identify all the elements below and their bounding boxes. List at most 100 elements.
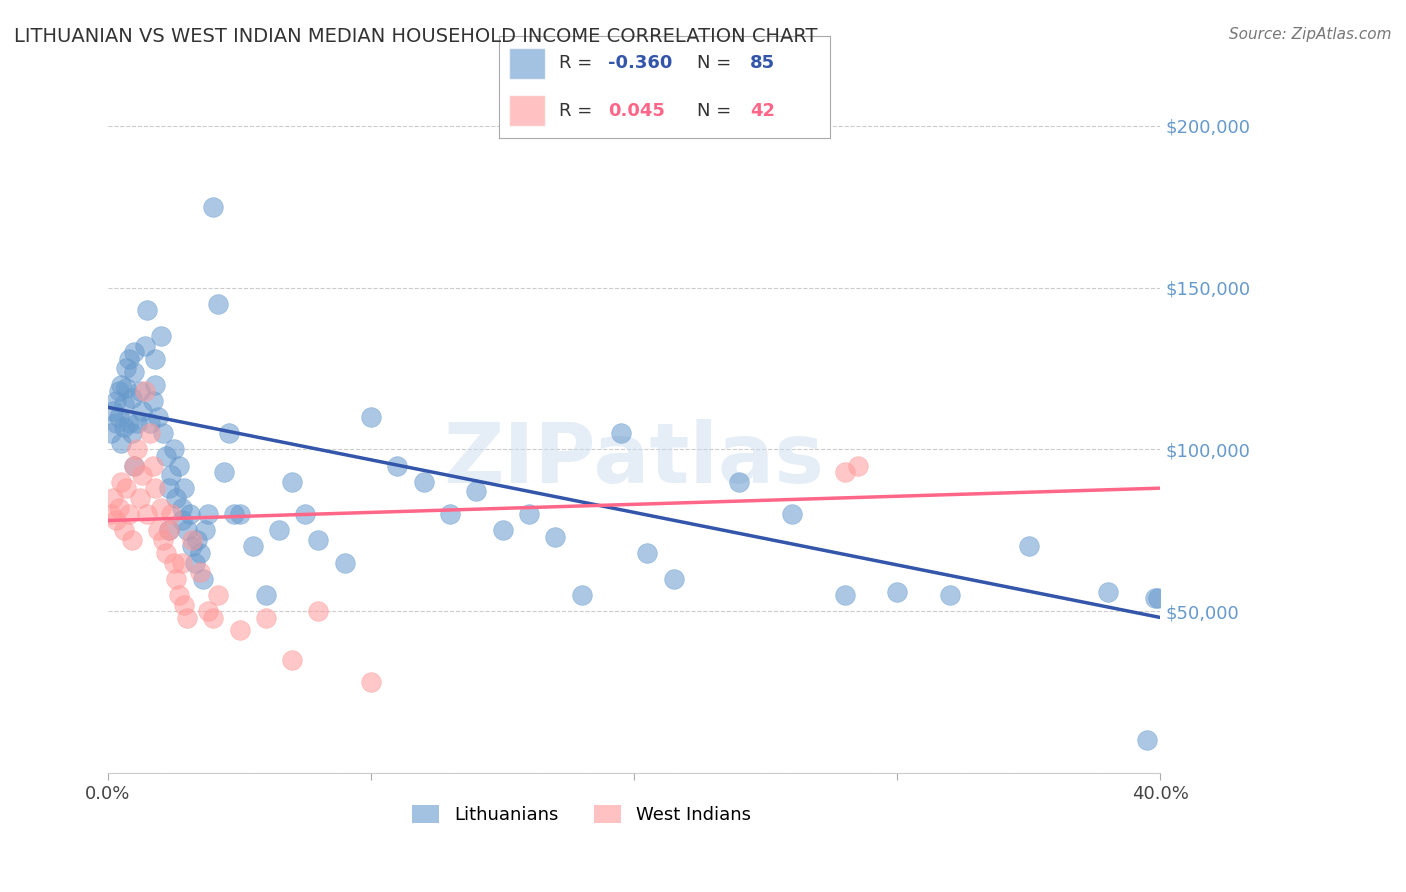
- Lithuanians: [188, 546, 211, 560]
- FancyBboxPatch shape: [509, 95, 546, 126]
- West Indians: [157, 523, 180, 537]
- West Indians: [118, 507, 141, 521]
- Lithuanians: [160, 468, 183, 483]
- West Indians: [176, 610, 198, 624]
- Lithuanians: [104, 417, 127, 431]
- Lithuanians: [544, 530, 567, 544]
- Lithuanians: [124, 345, 146, 359]
- Lithuanians: [780, 507, 803, 521]
- Lithuanians: [121, 391, 143, 405]
- Lithuanians: [110, 377, 132, 392]
- Lithuanians: [1144, 591, 1167, 606]
- West Indians: [125, 442, 148, 457]
- Lithuanians: [167, 458, 190, 473]
- West Indians: [143, 481, 166, 495]
- West Indians: [107, 500, 129, 515]
- Lithuanians: [103, 403, 125, 417]
- West Indians: [146, 523, 169, 537]
- West Indians: [121, 533, 143, 547]
- West Indians: [149, 500, 172, 515]
- Lithuanians: [115, 361, 138, 376]
- West Indians: [173, 598, 195, 612]
- Lithuanians: [308, 533, 330, 547]
- Text: 0.045: 0.045: [609, 102, 665, 120]
- Lithuanians: [1146, 591, 1168, 606]
- Lithuanians: [228, 507, 250, 521]
- Lithuanians: [186, 533, 208, 547]
- Lithuanians: [571, 588, 593, 602]
- Lithuanians: [333, 556, 356, 570]
- Lithuanians: [170, 514, 193, 528]
- Lithuanians: [197, 507, 219, 521]
- Lithuanians: [636, 546, 658, 560]
- Lithuanians: [728, 475, 751, 489]
- West Indians: [228, 624, 250, 638]
- Lithuanians: [202, 200, 225, 214]
- Text: -0.360: -0.360: [609, 54, 672, 72]
- Lithuanians: [834, 588, 856, 602]
- West Indians: [136, 507, 159, 521]
- Lithuanians: [157, 523, 180, 537]
- West Indians: [104, 514, 127, 528]
- West Indians: [834, 465, 856, 479]
- Lithuanians: [886, 584, 908, 599]
- Lithuanians: [1097, 584, 1119, 599]
- Text: 85: 85: [751, 54, 775, 72]
- West Indians: [254, 610, 277, 624]
- West Indians: [207, 588, 229, 602]
- Lithuanians: [110, 436, 132, 450]
- Lithuanians: [179, 507, 201, 521]
- Lithuanians: [218, 426, 240, 441]
- Legend: Lithuanians, West Indians: Lithuanians, West Indians: [404, 796, 759, 833]
- Text: 42: 42: [751, 102, 775, 120]
- Lithuanians: [104, 393, 127, 408]
- West Indians: [155, 546, 177, 560]
- West Indians: [152, 533, 174, 547]
- Lithuanians: [128, 384, 150, 398]
- West Indians: [181, 533, 204, 547]
- Text: R =: R =: [558, 54, 598, 72]
- Lithuanians: [125, 417, 148, 431]
- Lithuanians: [124, 365, 146, 379]
- Lithuanians: [1018, 540, 1040, 554]
- Text: R =: R =: [558, 102, 603, 120]
- Lithuanians: [112, 397, 135, 411]
- West Indians: [160, 507, 183, 521]
- Lithuanians: [142, 393, 165, 408]
- Lithuanians: [194, 523, 217, 537]
- Lithuanians: [163, 442, 186, 457]
- Lithuanians: [149, 329, 172, 343]
- Lithuanians: [115, 381, 138, 395]
- Lithuanians: [157, 481, 180, 495]
- Lithuanians: [107, 409, 129, 424]
- Lithuanians: [100, 426, 122, 441]
- West Indians: [165, 572, 187, 586]
- Lithuanians: [118, 417, 141, 431]
- Lithuanians: [173, 481, 195, 495]
- Lithuanians: [439, 507, 461, 521]
- Lithuanians: [1136, 733, 1159, 747]
- Lithuanians: [143, 351, 166, 366]
- Text: Source: ZipAtlas.com: Source: ZipAtlas.com: [1229, 27, 1392, 42]
- Lithuanians: [112, 419, 135, 434]
- Lithuanians: [136, 303, 159, 318]
- West Indians: [128, 491, 150, 505]
- Text: N =: N =: [697, 102, 737, 120]
- Lithuanians: [662, 572, 685, 586]
- Lithuanians: [152, 426, 174, 441]
- West Indians: [170, 556, 193, 570]
- West Indians: [167, 588, 190, 602]
- Text: LITHUANIAN VS WEST INDIAN MEDIAN HOUSEHOLD INCOME CORRELATION CHART: LITHUANIAN VS WEST INDIAN MEDIAN HOUSEHO…: [14, 27, 817, 45]
- Lithuanians: [517, 507, 540, 521]
- Lithuanians: [412, 475, 434, 489]
- Lithuanians: [124, 458, 146, 473]
- Lithuanians: [139, 417, 162, 431]
- Lithuanians: [254, 588, 277, 602]
- Lithuanians: [360, 409, 382, 424]
- West Indians: [124, 458, 146, 473]
- Lithuanians: [146, 409, 169, 424]
- Lithuanians: [465, 484, 488, 499]
- West Indians: [139, 426, 162, 441]
- Lithuanians: [176, 523, 198, 537]
- Lithuanians: [281, 475, 304, 489]
